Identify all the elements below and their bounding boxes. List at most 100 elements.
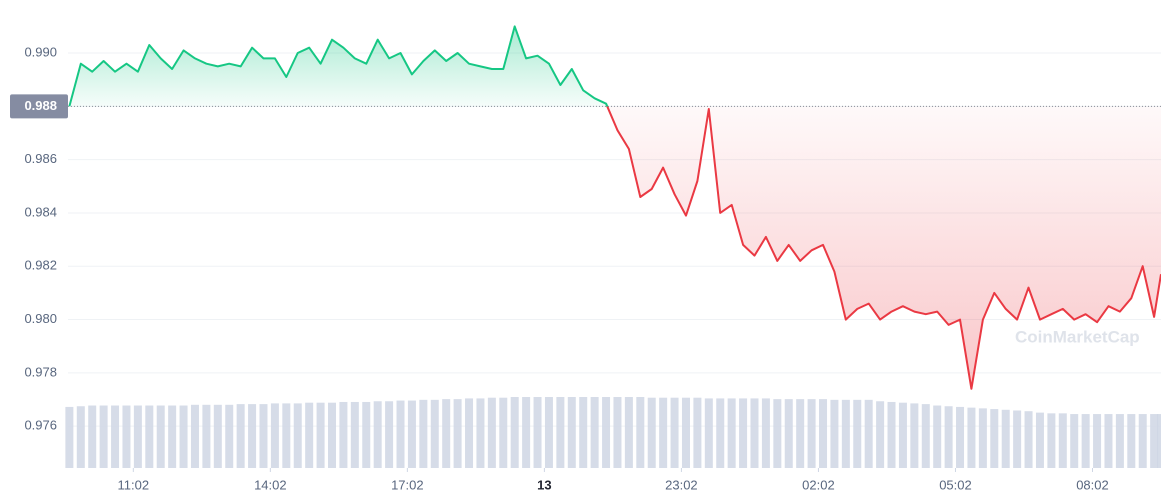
volume-bar (944, 406, 953, 468)
volume-bar (213, 404, 222, 468)
volume-bar (1115, 414, 1124, 468)
volume-bar (613, 397, 622, 468)
volume-bar (1070, 414, 1079, 468)
volume-bar (179, 405, 188, 468)
volume-bar (373, 401, 382, 468)
volume-bar (590, 397, 599, 468)
volume-bar (168, 405, 177, 468)
volume-bar (704, 398, 713, 468)
volume-bar (476, 398, 485, 468)
y-tick-label: 0.990 (24, 44, 57, 59)
volume-bar (111, 405, 120, 468)
x-tick-label: 11:02 (118, 477, 150, 492)
volume-bar (190, 404, 199, 468)
volume-bar (156, 405, 165, 468)
volume-bar (761, 398, 770, 468)
x-tick-label: 14:02 (254, 477, 287, 492)
volume-bar (270, 403, 279, 468)
volume-bar (1024, 411, 1033, 468)
volume-bar (362, 401, 371, 468)
volume-bar (1047, 413, 1056, 468)
volume-bar (978, 408, 987, 468)
x-tick-label: 13 (537, 477, 551, 492)
volume-bar (990, 409, 999, 468)
volume-bar (339, 401, 348, 468)
volume-bar (887, 401, 896, 468)
volume-bar (453, 399, 462, 468)
volume-bar (933, 405, 942, 468)
volume-bar (293, 403, 302, 468)
x-tick-label: 02:02 (802, 477, 835, 492)
volume-bar (602, 397, 611, 468)
volume-bar (133, 405, 142, 468)
watermark: CoinMarketCap (1015, 327, 1140, 346)
volume-bar (727, 398, 736, 468)
volume-bar (681, 397, 690, 468)
volume-bar (99, 405, 108, 468)
volume-bar (145, 405, 154, 468)
volume-bar (1058, 413, 1067, 468)
volume-bar (956, 406, 965, 468)
volume-bar (807, 399, 816, 468)
volume-bar (76, 406, 85, 468)
volume-bar (659, 397, 668, 468)
volume-bar (487, 397, 496, 468)
volume-bar (248, 404, 257, 468)
volume-bar (1081, 414, 1090, 468)
volume-bar (796, 399, 805, 468)
volume-bar (1035, 412, 1044, 468)
y-tick-label: 0.980 (24, 311, 57, 326)
volume-bar (1001, 409, 1010, 468)
volume-bar (510, 397, 519, 468)
volume-bar (750, 398, 759, 468)
volume-bar (328, 402, 337, 468)
x-tick-label: 17:02 (391, 477, 424, 492)
volume-bar (1157, 414, 1161, 468)
volume-bar (864, 399, 873, 468)
volume-bar (407, 400, 416, 468)
volume-bar (1104, 414, 1113, 468)
volume-bar (910, 403, 919, 468)
volume-bar (236, 404, 245, 468)
volume-bar (316, 402, 325, 468)
volume-bar (876, 401, 885, 468)
volume-bar (739, 398, 748, 468)
volume-bar (716, 398, 725, 468)
volume-bar (853, 399, 862, 468)
volume-bar (202, 404, 211, 468)
volume-bar (396, 400, 405, 468)
volume-bar (819, 399, 828, 468)
volume-bar (1150, 414, 1159, 468)
y-tick-label: 0.978 (24, 364, 57, 379)
volume-bar (921, 404, 930, 468)
volume-bar (225, 404, 234, 468)
volume-bar (784, 399, 793, 468)
y-tick-label: 0.986 (24, 151, 57, 166)
y-tick-label: 0.976 (24, 418, 57, 433)
volume-bar (465, 398, 474, 468)
volume-bar (1127, 414, 1136, 468)
volume-bar (88, 405, 97, 468)
volume-bar (1093, 414, 1102, 468)
volume-bar (122, 405, 131, 468)
volume-bar (898, 402, 907, 468)
volume-bar (499, 397, 508, 468)
price-area (69, 26, 1161, 389)
volume-bar (442, 399, 451, 468)
volume-bar (533, 397, 542, 468)
volume-bar (647, 397, 656, 468)
volume-bar (305, 402, 314, 468)
x-tick-label: 23:02 (665, 477, 698, 492)
volume-bar (967, 407, 976, 468)
volume-bar (567, 397, 576, 468)
volume-bar (385, 401, 394, 468)
volume-bar (624, 397, 633, 468)
x-tick-label: 05:02 (939, 477, 972, 492)
volume-bar (556, 397, 565, 468)
volume-bar (350, 401, 359, 468)
volume-bar (670, 397, 679, 468)
volume-bar (1138, 414, 1147, 468)
